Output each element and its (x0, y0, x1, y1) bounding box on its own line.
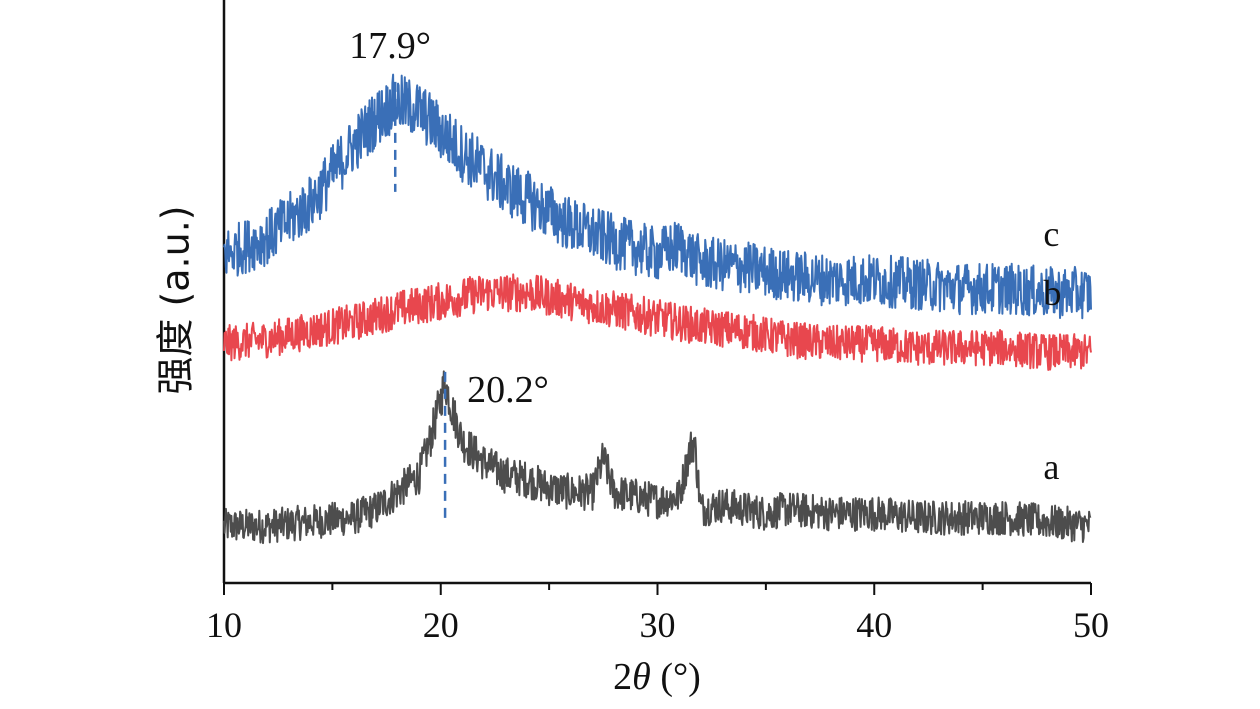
x-axis-title-symbol: θ (632, 656, 651, 698)
x-tick-label: 20 (422, 605, 459, 645)
peak-label: 20.2° (467, 368, 549, 411)
x-tick-label: 40 (856, 605, 893, 645)
x-tick-label: 10 (206, 605, 242, 645)
x-axis-title: 2θ (°) (613, 655, 701, 699)
x-tick-label: 50 (1073, 605, 1109, 645)
x-tick-label: 30 (639, 605, 676, 645)
series-label-b: b (1043, 273, 1062, 314)
series-line-a (223, 370, 1092, 545)
peak-label: 17.9° (349, 24, 431, 67)
x-axis-title-prefix: 2 (613, 656, 633, 698)
series-line-b (223, 273, 1092, 371)
series-label-c: c (1043, 213, 1060, 254)
series-line-c (223, 73, 1092, 320)
y-axis-title: 强度 (a.u.) (153, 205, 198, 395)
x-axis-title-suffix: (°) (650, 656, 701, 698)
series-label-a: a (1043, 447, 1060, 488)
